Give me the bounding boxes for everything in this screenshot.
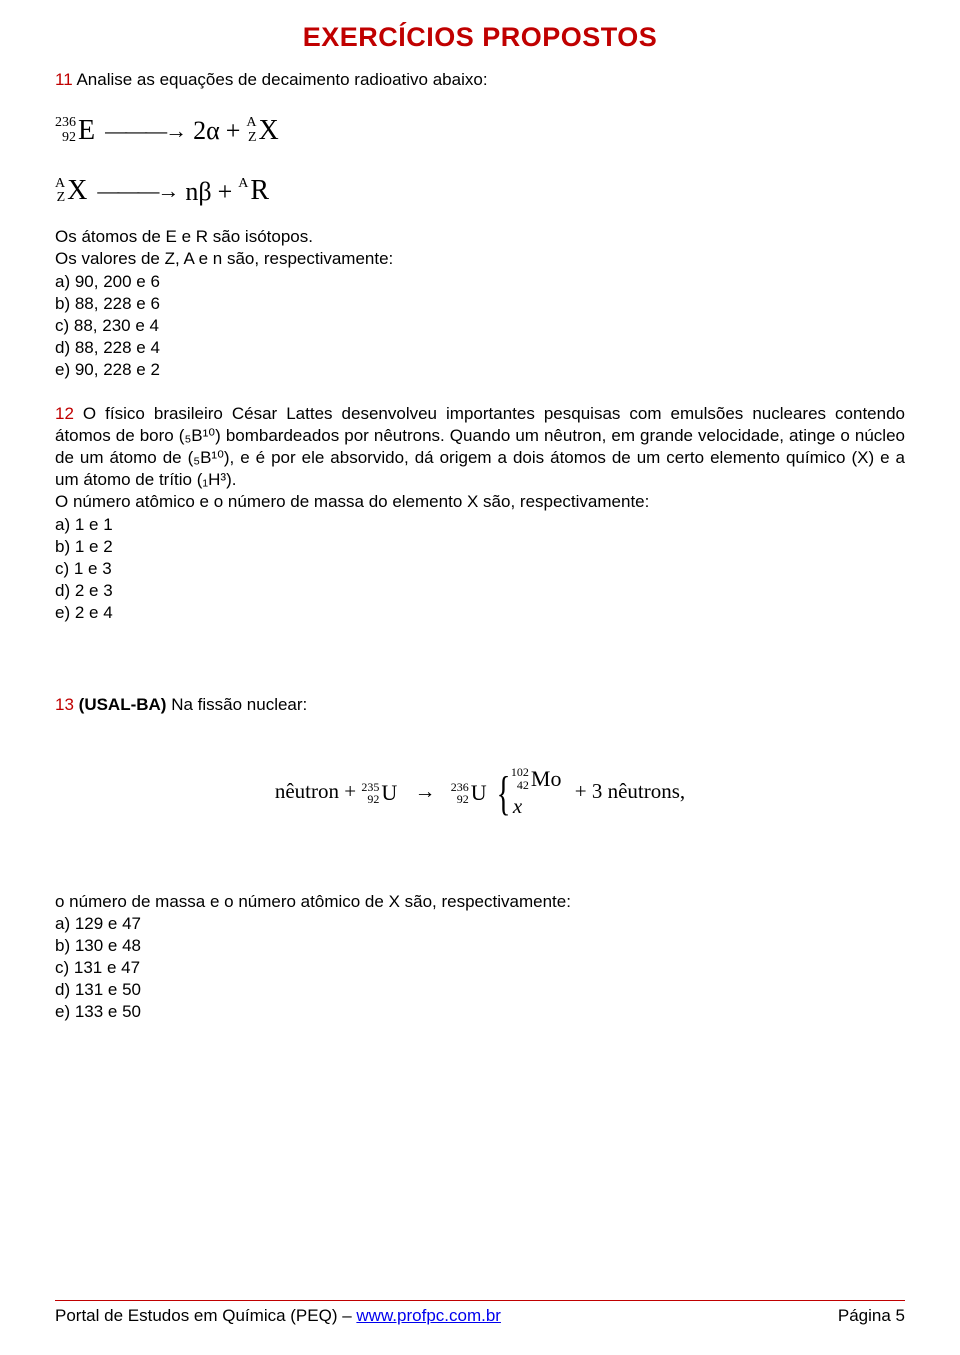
- page-title: EXERCÍCIOS PROPOSTOS: [55, 20, 905, 55]
- q13-opt-b: b) 130 e 48: [55, 935, 905, 957]
- q11-line-values: Os valores de Z, A e n são, respectivame…: [55, 248, 905, 270]
- q13-equation: nêutron + 23592U → 23692U { 10242Mo x + …: [55, 766, 905, 820]
- arrow-icon: ———→: [105, 117, 185, 146]
- footer-left: Portal de Estudos em Química (PEQ) – www…: [55, 1305, 501, 1327]
- q11-equation-1: 23692E ———→ 2α + AZX: [55, 101, 905, 148]
- arrow-icon: ———→: [97, 177, 177, 206]
- question-11: 11 Analise as equações de decaimento rad…: [55, 69, 905, 381]
- q12-text: O físico brasileiro César Lattes desenvo…: [55, 404, 905, 489]
- q12-opt-d: d) 2 e 3: [55, 580, 905, 602]
- brace-split: { 10242Mo x: [494, 766, 564, 820]
- q11-opt-e: e) 90, 228 e 2: [55, 359, 905, 381]
- footer-divider: [55, 1300, 905, 1301]
- q12-opt-e: e) 2 e 4: [55, 602, 905, 624]
- q11-intro: Analise as equações de decaimento radioa…: [73, 70, 488, 89]
- q13-options: a) 129 e 47 b) 130 e 48 c) 131 e 47 d) 1…: [55, 913, 905, 1023]
- q11-number: 11: [55, 70, 73, 89]
- q12-opt-a: a) 1 e 1: [55, 514, 905, 536]
- q13-line2: o número de massa e o número atômico de …: [55, 891, 905, 913]
- q11-opt-c: c) 88, 230 e 4: [55, 315, 905, 337]
- q12-line2: O número atômico e o número de massa do …: [55, 491, 905, 513]
- q13-opt-c: c) 131 e 47: [55, 957, 905, 979]
- q13-opt-e: e) 133 e 50: [55, 1001, 905, 1023]
- q13-opt-d: d) 131 e 50: [55, 979, 905, 1001]
- q13-opt-a: a) 129 e 47: [55, 913, 905, 935]
- q11-opt-d: d) 88, 228 e 4: [55, 337, 905, 359]
- q11-line-isotopes: Os átomos de E e R são isótopos.: [55, 226, 905, 248]
- open-brace-icon: {: [496, 777, 510, 811]
- question-12: 12 O físico brasileiro César Lattes dese…: [55, 403, 905, 624]
- q11-equation-2: AZX ———→ nβ + A R: [55, 162, 905, 209]
- q12-options: a) 1 e 1 b) 1 e 2 c) 1 e 3 d) 2 e 3 e) 2…: [55, 514, 905, 624]
- page-footer: Portal de Estudos em Química (PEQ) – www…: [55, 1300, 905, 1327]
- q12-number: 12: [55, 404, 74, 423]
- q13-source: (USAL-BA): [79, 695, 167, 714]
- q11-options: a) 90, 200 e 6 b) 88, 228 e 6 c) 88, 230…: [55, 271, 905, 381]
- footer-link[interactable]: www.profpc.com.br: [356, 1306, 501, 1325]
- q11-opt-b: b) 88, 228 e 6: [55, 293, 905, 315]
- q12-opt-c: c) 1 e 3: [55, 558, 905, 580]
- question-13: 13 (USAL-BA) Na fissão nuclear: nêutron …: [55, 694, 905, 1023]
- q12-opt-b: b) 1 e 2: [55, 536, 905, 558]
- q13-number: 13: [55, 695, 74, 714]
- q13-intro: Na fissão nuclear:: [166, 695, 307, 714]
- q11-opt-a: a) 90, 200 e 6: [55, 271, 905, 293]
- footer-page-number: Página 5: [838, 1305, 905, 1327]
